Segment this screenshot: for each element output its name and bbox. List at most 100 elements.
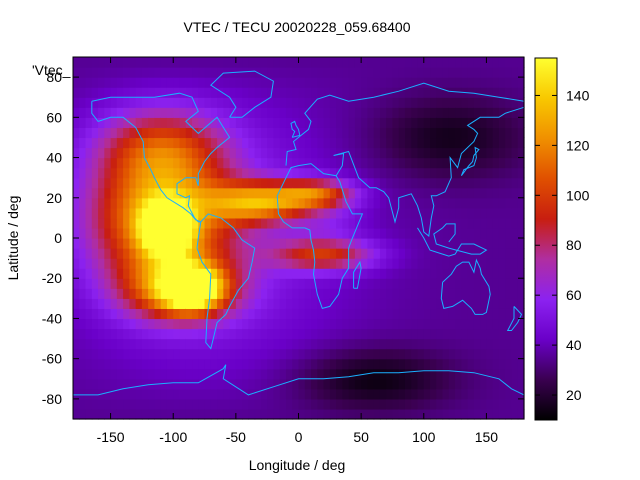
heatmap-cell <box>486 298 494 309</box>
heatmap-cell <box>292 217 300 229</box>
heatmap-cell <box>442 177 450 189</box>
heatmap-cell <box>517 217 525 229</box>
heatmap-cell <box>480 408 488 420</box>
heatmap-cell <box>455 117 462 128</box>
heatmap-cell <box>254 358 262 370</box>
heatmap-cell <box>166 248 174 259</box>
heatmap-cell <box>160 408 168 420</box>
heatmap-cell <box>461 358 469 370</box>
heatmap-cell <box>354 308 362 320</box>
x-axis-label: Longitude / deg <box>249 457 346 473</box>
heatmap-cell <box>73 388 80 400</box>
heatmap-cell <box>292 388 300 400</box>
heatmap-cell <box>417 177 425 189</box>
heatmap-cell <box>323 258 331 269</box>
heatmap-cell <box>354 127 362 139</box>
heatmap-cell <box>298 57 306 68</box>
heatmap-cell <box>417 147 425 159</box>
heatmap-cell <box>129 328 137 340</box>
heatmap-cell <box>329 388 337 400</box>
heatmap-cell <box>141 328 149 340</box>
heatmap-cell <box>392 127 400 139</box>
heatmap-cell <box>85 388 93 400</box>
heatmap-cell <box>436 348 444 360</box>
heatmap-cell <box>442 97 450 108</box>
heatmap-cell <box>260 77 268 88</box>
heatmap-cell <box>242 97 249 108</box>
heatmap-cell <box>154 388 162 400</box>
heatmap-cell <box>379 408 387 420</box>
heatmap-cell <box>242 378 249 390</box>
heatmap-cell <box>123 167 130 179</box>
heatmap-cell <box>411 57 419 68</box>
heatmap-cell <box>430 107 437 118</box>
heatmap-cell <box>104 97 112 108</box>
heatmap-cell <box>298 248 306 259</box>
heatmap-cell <box>229 328 237 340</box>
heatmap-cell <box>354 408 362 420</box>
heatmap-cell <box>85 67 93 78</box>
coastline-north-america <box>91 92 231 223</box>
heatmap-cell <box>379 197 387 209</box>
heatmap-cell <box>492 167 500 179</box>
heatmap-cell <box>398 107 406 118</box>
heatmap-cell <box>505 187 513 199</box>
heatmap-cell <box>511 217 519 229</box>
heatmap-cell <box>336 127 343 139</box>
heatmap-cell <box>116 107 124 118</box>
heatmap-cell <box>179 157 187 169</box>
heatmap-cell <box>329 408 337 420</box>
heatmap-cell <box>379 348 387 360</box>
heatmap-cell <box>285 318 293 330</box>
heatmap-cell <box>517 207 525 219</box>
heatmap-cell <box>98 368 105 380</box>
heatmap-cell <box>505 77 513 88</box>
heatmap-cell <box>323 167 331 179</box>
heatmap-cell <box>373 258 381 269</box>
heatmap-cell <box>423 167 431 179</box>
heatmap-cell <box>279 107 287 118</box>
heatmap-cell <box>173 388 181 400</box>
heatmap-cell <box>235 137 243 149</box>
heatmap-cell <box>123 187 130 199</box>
coastline-antarctica <box>73 364 525 396</box>
heatmap-cell <box>354 268 362 279</box>
heatmap-cell <box>498 258 506 269</box>
heatmap-cell <box>148 77 156 88</box>
heatmap-cell <box>467 358 475 370</box>
heatmap-cell <box>342 87 350 98</box>
heatmap-cell <box>267 217 275 229</box>
heatmap-cell <box>311 308 318 320</box>
heatmap-cell <box>498 388 506 400</box>
heatmap-cell <box>223 328 231 340</box>
heatmap-cell <box>179 388 187 400</box>
heatmap-cell <box>398 358 406 370</box>
heatmap-cell <box>98 107 105 118</box>
heatmap-cell <box>185 308 193 320</box>
heatmap-cell <box>492 318 500 330</box>
heatmap-cell <box>367 117 375 128</box>
heatmap-cell <box>285 308 293 320</box>
heatmap-cell <box>98 288 105 299</box>
heatmap-cell <box>217 408 224 420</box>
heatmap-cell <box>85 77 93 88</box>
heatmap-cell <box>173 127 181 139</box>
heatmap-cell <box>323 207 331 219</box>
heatmap-cell <box>173 107 181 118</box>
heatmap-cell <box>217 157 224 169</box>
heatmap-cell <box>235 348 243 360</box>
heatmap-cell <box>91 338 99 350</box>
heatmap-cell <box>467 107 475 118</box>
heatmap-cell <box>455 57 462 68</box>
heatmap-cell <box>367 358 375 370</box>
heatmap-cell <box>104 107 112 118</box>
coastline-australia <box>440 258 491 315</box>
heatmap-cell <box>91 398 99 410</box>
heatmap-cell <box>492 268 500 279</box>
heatmap-cell <box>141 238 149 249</box>
heatmap-cell <box>442 268 450 279</box>
heatmap-cell <box>486 328 494 340</box>
heatmap-cell <box>511 67 519 78</box>
heatmap-cell <box>386 338 394 350</box>
